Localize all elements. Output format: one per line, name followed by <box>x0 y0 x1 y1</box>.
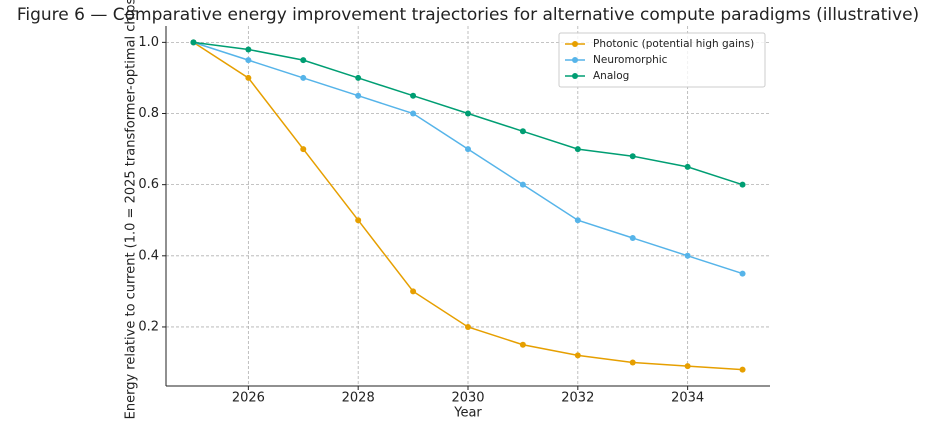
data-point <box>739 181 746 188</box>
data-point <box>190 39 197 46</box>
legend-label: Analog <box>593 70 629 82</box>
y-axis-label: Energy relative to current (1.0 = 2025 t… <box>124 0 139 419</box>
data-point <box>629 359 636 366</box>
x-tick-label: 2032 <box>561 391 594 406</box>
x-tick-label: 2026 <box>232 391 265 406</box>
x-tick-label: 2034 <box>671 391 704 406</box>
data-point <box>410 110 417 117</box>
x-tick-label: 2028 <box>342 391 375 406</box>
data-point <box>629 153 636 160</box>
y-tick-label: 1.0 <box>138 35 159 50</box>
data-point <box>739 270 746 277</box>
data-point <box>574 217 581 224</box>
x-axis-label: Year <box>453 406 482 421</box>
y-tick-label: 0.8 <box>138 106 159 121</box>
data-point <box>245 74 252 81</box>
data-point <box>245 46 252 53</box>
data-point <box>410 288 417 295</box>
data-point <box>300 146 307 153</box>
data-point <box>629 235 636 242</box>
legend-label: Photonic (potential high gains) <box>593 38 754 50</box>
data-point <box>574 352 581 359</box>
data-point <box>519 341 526 348</box>
data-point <box>300 57 307 64</box>
data-point <box>465 323 471 330</box>
data-point <box>684 252 691 259</box>
y-tick-label: 0.4 <box>138 248 159 263</box>
legend-marker <box>572 73 578 79</box>
data-point <box>519 181 526 188</box>
data-point <box>410 92 417 99</box>
data-point <box>684 163 691 170</box>
data-point <box>739 366 746 373</box>
data-point <box>684 363 691 370</box>
y-tick-label: 0.2 <box>138 319 159 334</box>
data-point <box>355 92 362 99</box>
y-tick-label: 0.6 <box>138 177 159 192</box>
legend: Photonic (potential high gains) Neuromorp… <box>558 32 766 88</box>
legend-box <box>558 32 766 88</box>
legend-marker <box>572 41 578 47</box>
data-point <box>574 146 581 153</box>
data-point <box>355 217 362 224</box>
data-point <box>355 74 362 81</box>
data-point <box>519 128 526 135</box>
x-tick-label: 2030 <box>451 391 484 406</box>
data-point <box>300 74 307 81</box>
data-point <box>465 110 471 117</box>
chart-title: Figure 6 — Comparative energy improvemen… <box>17 5 919 25</box>
legend-marker <box>572 57 578 63</box>
legend-label: Neuromorphic <box>593 54 668 66</box>
data-point <box>465 146 471 153</box>
data-point <box>245 57 252 64</box>
